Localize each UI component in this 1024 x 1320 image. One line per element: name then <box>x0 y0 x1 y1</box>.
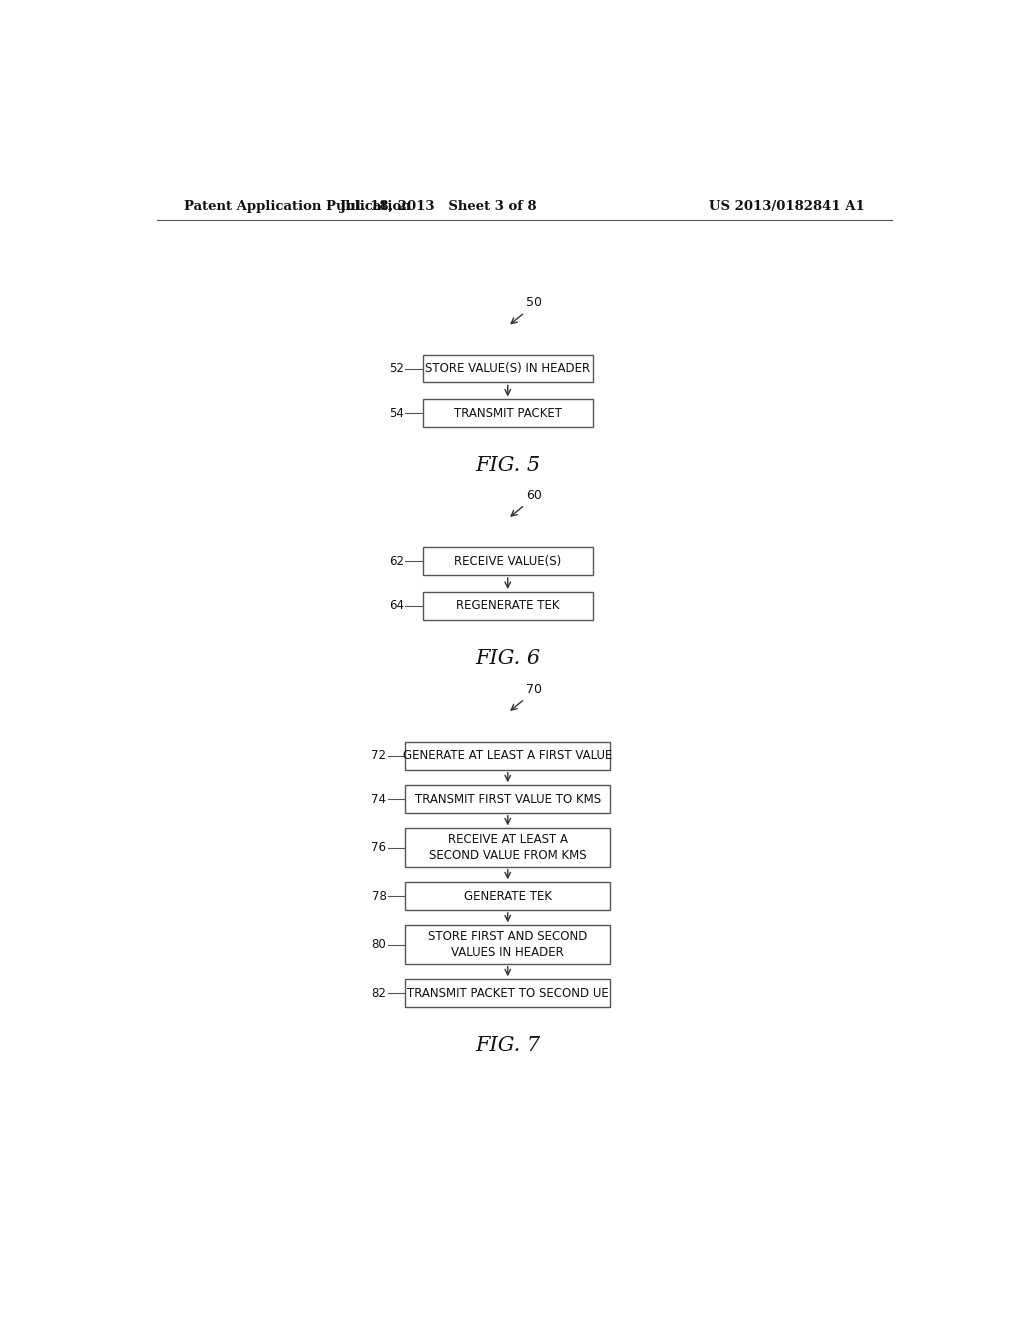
Bar <box>423 355 593 383</box>
Text: 72: 72 <box>372 750 386 763</box>
Bar <box>406 742 610 770</box>
Text: FIG. 6: FIG. 6 <box>475 649 541 668</box>
Text: RECEIVE AT LEAST A
SECOND VALUE FROM KMS: RECEIVE AT LEAST A SECOND VALUE FROM KMS <box>429 833 587 862</box>
Text: 70: 70 <box>526 682 543 696</box>
Bar <box>423 548 593 576</box>
Text: 76: 76 <box>372 841 386 854</box>
Bar <box>406 785 610 813</box>
Text: RECEIVE VALUE(S): RECEIVE VALUE(S) <box>454 554 561 568</box>
Text: Jul. 18, 2013   Sheet 3 of 8: Jul. 18, 2013 Sheet 3 of 8 <box>340 199 537 213</box>
Text: 62: 62 <box>389 554 403 568</box>
Text: 78: 78 <box>372 890 386 903</box>
Text: 64: 64 <box>389 599 403 612</box>
Bar <box>423 400 593 428</box>
Text: 82: 82 <box>372 986 386 999</box>
Text: Patent Application Publication: Patent Application Publication <box>183 199 411 213</box>
Text: 80: 80 <box>372 939 386 952</box>
Bar <box>406 979 610 1007</box>
Text: STORE VALUE(S) IN HEADER: STORE VALUE(S) IN HEADER <box>425 362 590 375</box>
Text: GENERATE AT LEAST A FIRST VALUE: GENERATE AT LEAST A FIRST VALUE <box>403 750 612 763</box>
Text: REGENERATE TEK: REGENERATE TEK <box>456 599 559 612</box>
Text: FIG. 7: FIG. 7 <box>475 1036 541 1055</box>
Text: 74: 74 <box>372 792 386 805</box>
Bar <box>406 829 610 867</box>
Text: 50: 50 <box>526 296 543 309</box>
Text: TRANSMIT FIRST VALUE TO KMS: TRANSMIT FIRST VALUE TO KMS <box>415 792 601 805</box>
Text: GENERATE TEK: GENERATE TEK <box>464 890 552 903</box>
Bar <box>406 925 610 964</box>
Text: TRANSMIT PACKET: TRANSMIT PACKET <box>454 407 562 420</box>
Text: STORE FIRST AND SECOND
VALUES IN HEADER: STORE FIRST AND SECOND VALUES IN HEADER <box>428 929 588 960</box>
Text: 60: 60 <box>526 488 543 502</box>
Bar <box>423 591 593 619</box>
Text: US 2013/0182841 A1: US 2013/0182841 A1 <box>710 199 865 213</box>
Text: FIG. 5: FIG. 5 <box>475 457 541 475</box>
Text: 54: 54 <box>389 407 403 420</box>
Bar <box>406 882 610 909</box>
Text: 52: 52 <box>389 362 403 375</box>
Text: TRANSMIT PACKET TO SECOND UE: TRANSMIT PACKET TO SECOND UE <box>407 986 608 999</box>
